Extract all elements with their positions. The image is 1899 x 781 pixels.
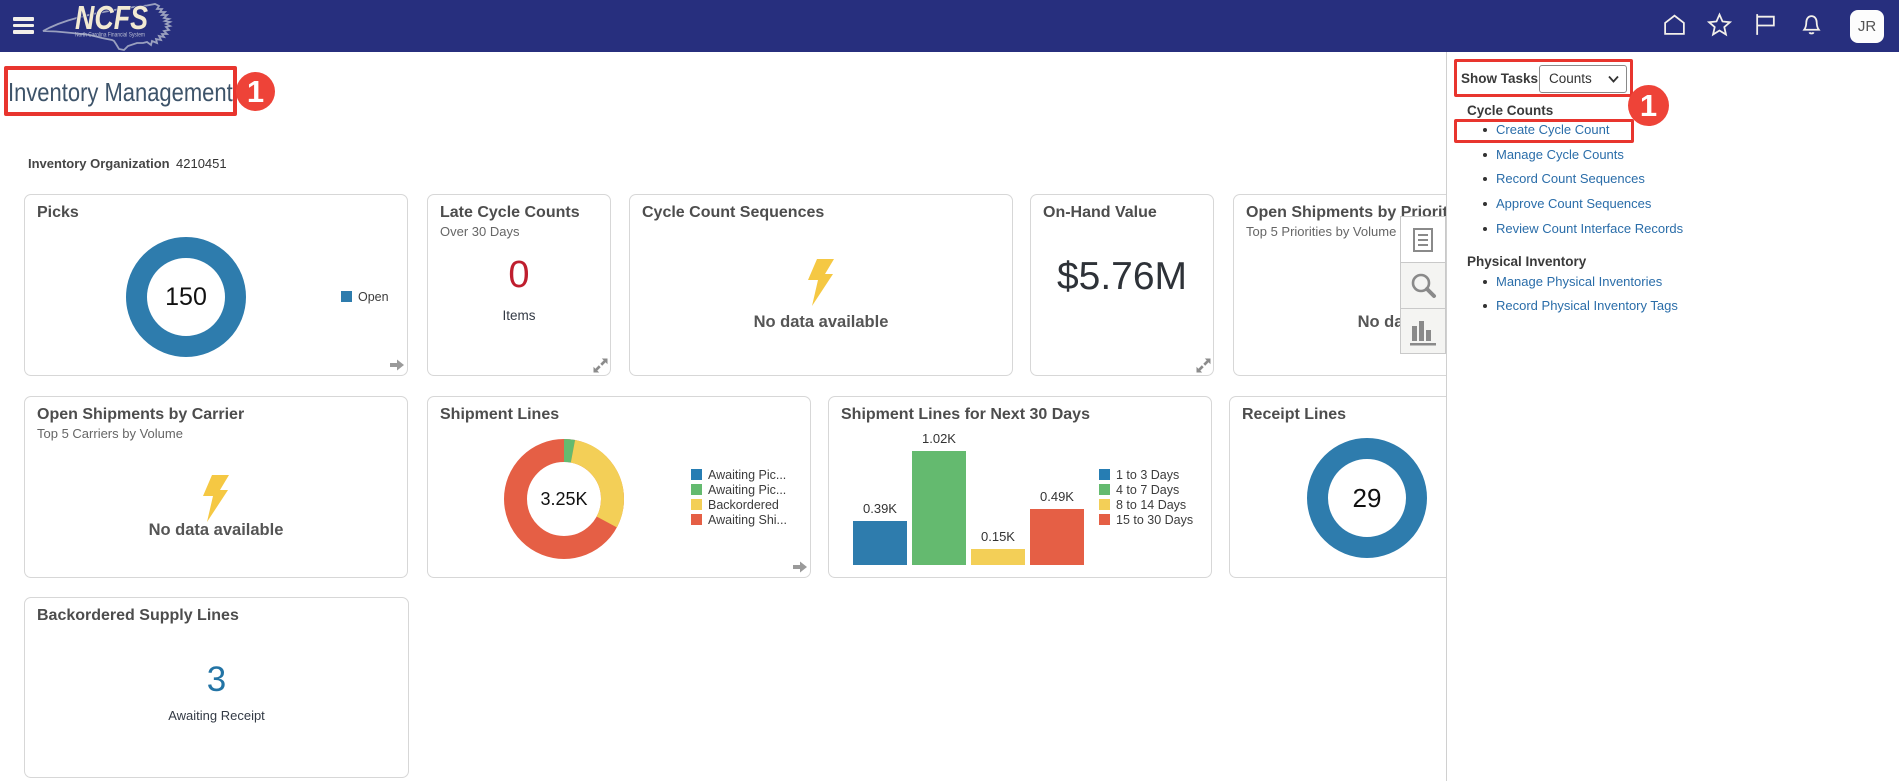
svg-text:North Carolina Financial Syste: North Carolina Financial System — [75, 33, 145, 39]
svg-text:NCFS: NCFS — [75, 1, 148, 36]
